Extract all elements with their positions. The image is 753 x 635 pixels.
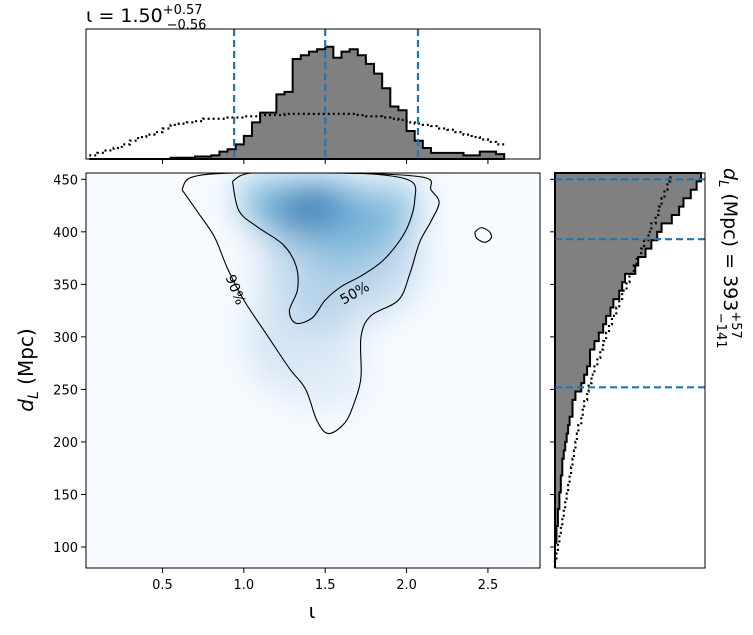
y-tick-label: 150 xyxy=(53,488,78,503)
x-axis-label-main: ι xyxy=(309,599,316,623)
dl-side-label-sub: L xyxy=(715,180,730,187)
heatmap-blob xyxy=(238,180,299,211)
dl-side-label-sup: +57 xyxy=(728,311,743,338)
x-tick-label: 2.0 xyxy=(396,578,417,593)
dl-posterior-bars xyxy=(554,172,702,568)
heatmap-blob xyxy=(360,182,421,218)
iota-marginal-histogram xyxy=(89,29,506,160)
heatmap-blob xyxy=(283,198,319,224)
iota-title-main: ι = 1.50 xyxy=(86,5,163,27)
y-tick-label: 200 xyxy=(53,436,78,451)
x-tick-label: 2.5 xyxy=(478,578,499,593)
iota-posterior-bars xyxy=(89,45,506,160)
x-tick-label: 0.5 xyxy=(152,578,173,593)
joint-x-ticks: 0.5 1.0 1.5 2.0 2.5 xyxy=(152,159,498,593)
y-tick-label: 300 xyxy=(53,331,78,346)
heatmap-blob xyxy=(297,285,338,326)
x-axis-label: ι xyxy=(309,599,316,623)
y-tick-label: 350 xyxy=(53,278,78,293)
x-tick-label: 1.0 xyxy=(233,578,254,593)
joint-density-heatmap xyxy=(86,173,540,568)
dl-prior-line xyxy=(553,173,672,568)
y-axis-label: dL (Mpc) xyxy=(14,328,42,411)
y-tick-label: 450 xyxy=(53,173,78,188)
contour-line xyxy=(181,173,440,435)
y-tick-label: 250 xyxy=(53,383,78,398)
y-axis-label-rest: (Mpc) xyxy=(14,328,38,391)
iota-marginal-frame xyxy=(85,28,541,160)
dl-side-label-rest: (Mpc) = 393 xyxy=(719,187,741,311)
y-tick-label: 400 xyxy=(53,226,78,241)
iota-title: ι = 1.50+0.57 −0.56 xyxy=(86,3,206,33)
heatmap-blob xyxy=(301,230,382,276)
joint-axes-frame xyxy=(85,172,541,569)
iota-title-sub: −0.56 xyxy=(167,18,207,33)
contour-line xyxy=(474,227,493,243)
dl-side-label: dL (Mpc) = 393+57−141 xyxy=(713,168,743,349)
dl-side-label-main: d xyxy=(719,168,741,181)
dl-marginal-histogram xyxy=(553,172,705,568)
y-tick-label: 100 xyxy=(53,541,78,556)
dl-side-label-sub2: −141 xyxy=(713,313,728,349)
dl-marginal-frame xyxy=(554,172,706,569)
joint-y-ticks: 100 150 200 250 300 350 400 450 xyxy=(53,173,555,556)
y-axis-label-sub: L xyxy=(26,391,42,399)
heatmap-blob xyxy=(285,348,366,409)
y-axis-label-main: d xyxy=(14,399,38,412)
x-tick-label: 1.5 xyxy=(315,578,336,593)
iota-title-sup: +0.57 xyxy=(163,3,203,18)
contour-line xyxy=(231,173,417,325)
iota-prior-line xyxy=(89,112,505,157)
